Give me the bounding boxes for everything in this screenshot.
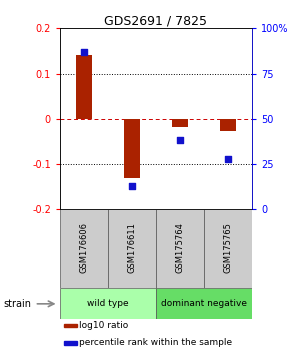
Point xyxy=(82,49,86,55)
Bar xyxy=(156,209,204,288)
Text: wild type: wild type xyxy=(87,299,129,308)
Text: GSM175765: GSM175765 xyxy=(224,222,232,273)
Text: dominant negative: dominant negative xyxy=(161,299,247,308)
Bar xyxy=(204,209,252,288)
Bar xyxy=(64,341,76,344)
Bar xyxy=(172,119,188,127)
Text: GSM176606: GSM176606 xyxy=(80,222,88,273)
Text: strain: strain xyxy=(3,299,31,309)
Bar xyxy=(60,209,108,288)
Point xyxy=(226,156,230,161)
Bar xyxy=(108,209,156,288)
Title: GDS2691 / 7825: GDS2691 / 7825 xyxy=(104,14,208,27)
Text: log10 ratio: log10 ratio xyxy=(79,321,128,330)
Text: percentile rank within the sample: percentile rank within the sample xyxy=(79,338,232,347)
Point xyxy=(178,138,182,143)
Point xyxy=(130,183,134,188)
Bar xyxy=(156,288,252,319)
Bar xyxy=(64,324,76,327)
Bar xyxy=(60,288,156,319)
Bar xyxy=(124,119,140,177)
Text: GSM176611: GSM176611 xyxy=(128,222,136,273)
Text: GSM175764: GSM175764 xyxy=(176,222,184,273)
Bar xyxy=(76,56,92,119)
Bar xyxy=(220,119,236,131)
